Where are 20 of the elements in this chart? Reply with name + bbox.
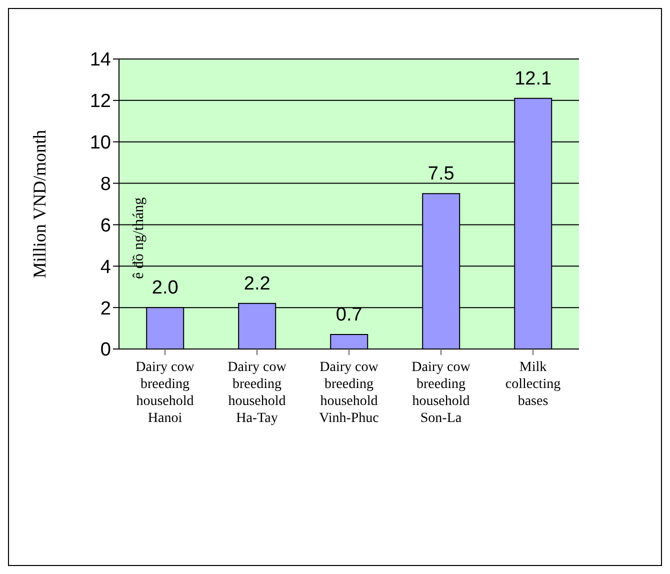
y-tick-label: 8 xyxy=(100,174,111,196)
y-tick-label: 2 xyxy=(100,298,111,320)
x-tick-label: Dairy cow breeding household Ha-Tay xyxy=(228,360,288,426)
x-tick-label: Dairy cow breeding household Son-La xyxy=(412,360,472,426)
annotation: ê đồ ng/tháng xyxy=(131,197,148,279)
x-tick-label: Dairy cow breeding household Vinh-Phuc xyxy=(319,360,380,426)
data-label: 2.2 xyxy=(244,273,270,294)
y-axis-title: Million VND/month xyxy=(29,130,50,278)
data-label: 7.5 xyxy=(428,164,454,185)
y-tick-label: 0 xyxy=(100,340,111,361)
x-tick-label: Dairy cow breeding household Hanoi xyxy=(136,360,196,426)
data-label: 2.0 xyxy=(152,278,178,299)
y-tick-label: 12 xyxy=(90,91,111,112)
x-tick-label: Milk collecting bases xyxy=(505,360,561,409)
y-tick-label: 4 xyxy=(100,256,112,278)
data-label: 12.1 xyxy=(514,68,552,90)
y-tick-label: 6 xyxy=(100,215,111,236)
bar xyxy=(330,334,368,349)
y-tick-label: 14 xyxy=(90,50,112,71)
y-tick-label: 10 xyxy=(90,132,111,154)
